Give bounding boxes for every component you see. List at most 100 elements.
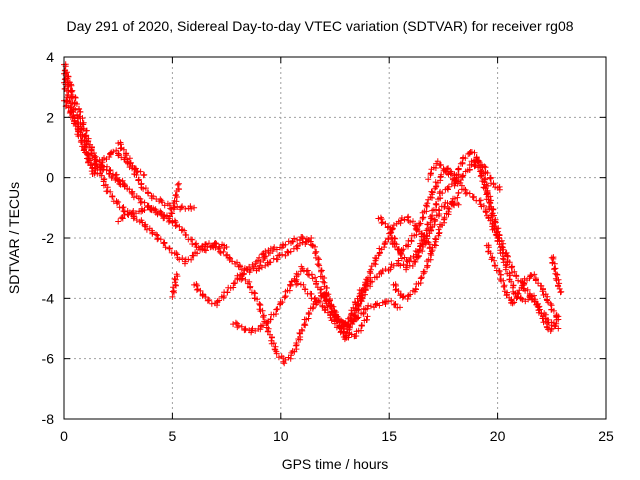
data-point xyxy=(500,277,507,284)
data-point xyxy=(429,247,436,254)
data-point xyxy=(317,298,324,305)
data-point xyxy=(206,240,212,247)
data-point xyxy=(294,245,301,252)
data-point xyxy=(477,173,484,180)
data-point xyxy=(376,302,383,309)
data-point xyxy=(204,243,211,250)
data-point xyxy=(417,240,424,247)
data-point xyxy=(386,230,393,237)
data-point xyxy=(496,268,503,275)
data-point xyxy=(508,264,515,271)
data-point xyxy=(428,188,435,195)
data-point xyxy=(70,113,77,119)
data-point xyxy=(364,277,371,284)
data-point xyxy=(175,186,182,193)
data-point xyxy=(547,300,554,307)
data-point xyxy=(492,218,499,225)
data-point xyxy=(305,309,312,316)
data-point xyxy=(179,203,186,210)
data-point xyxy=(422,240,429,246)
data-point xyxy=(497,271,504,278)
data-point xyxy=(382,238,389,245)
data-point xyxy=(181,227,188,234)
data-point xyxy=(323,296,330,303)
data-point xyxy=(429,189,436,196)
data-point xyxy=(282,252,289,259)
data-point xyxy=(72,107,79,113)
data-point xyxy=(475,164,481,171)
data-point xyxy=(524,286,531,293)
data-point xyxy=(499,249,506,256)
data-point xyxy=(555,325,562,332)
data-point xyxy=(509,263,516,270)
data-point xyxy=(374,274,381,281)
data-point xyxy=(150,193,157,200)
data-point xyxy=(504,252,511,259)
data-point xyxy=(135,176,142,183)
data-point xyxy=(531,292,537,299)
x-tick-label: 25 xyxy=(598,428,614,444)
data-point xyxy=(352,313,359,320)
data-point xyxy=(416,246,423,253)
data-point xyxy=(487,250,494,257)
data-point xyxy=(187,203,194,210)
data-point xyxy=(436,207,443,214)
data-point xyxy=(515,290,522,297)
data-point xyxy=(215,243,222,250)
data-point xyxy=(251,289,258,296)
data-point xyxy=(260,251,267,258)
data-point xyxy=(216,297,222,304)
data-point xyxy=(400,261,407,268)
data-point xyxy=(407,219,414,226)
data-point xyxy=(311,296,318,302)
data-point xyxy=(67,100,74,107)
data-point xyxy=(77,129,84,136)
data-point xyxy=(89,164,96,171)
data-point xyxy=(120,146,127,153)
data-point xyxy=(555,316,562,323)
data-point xyxy=(282,241,289,248)
data-point xyxy=(121,212,128,218)
data-point xyxy=(494,237,501,244)
data-point xyxy=(270,255,277,262)
data-point xyxy=(161,240,168,247)
data-point xyxy=(493,231,500,238)
data-point xyxy=(412,258,419,265)
series-track-11 xyxy=(288,198,462,343)
data-point xyxy=(141,207,148,213)
data-point xyxy=(303,268,310,275)
data-point xyxy=(115,199,122,205)
data-point xyxy=(434,158,441,165)
data-point xyxy=(179,255,186,262)
data-point xyxy=(91,154,98,161)
data-point xyxy=(256,300,263,307)
data-point xyxy=(312,249,319,255)
data-point xyxy=(308,271,315,278)
data-point xyxy=(223,252,230,259)
data-points xyxy=(61,61,565,367)
data-point xyxy=(511,268,518,275)
data-point xyxy=(104,188,111,195)
data-point xyxy=(361,285,367,291)
data-point xyxy=(431,216,438,223)
data-point xyxy=(448,170,455,177)
data-point xyxy=(412,225,419,232)
data-point xyxy=(533,276,539,283)
data-point xyxy=(473,154,480,161)
data-point xyxy=(145,189,152,196)
data-point xyxy=(468,149,475,155)
data-point xyxy=(194,250,201,257)
series-track-20 xyxy=(169,271,181,300)
series-track-16 xyxy=(483,242,562,323)
series-track-1 xyxy=(61,61,315,276)
data-point xyxy=(234,259,240,266)
data-point xyxy=(389,226,396,232)
data-point xyxy=(482,185,489,192)
data-point xyxy=(172,276,179,283)
data-point xyxy=(312,274,319,281)
data-point xyxy=(437,195,444,201)
data-point xyxy=(412,248,419,254)
data-point xyxy=(273,350,280,357)
data-point xyxy=(488,212,495,219)
data-point xyxy=(325,291,332,298)
